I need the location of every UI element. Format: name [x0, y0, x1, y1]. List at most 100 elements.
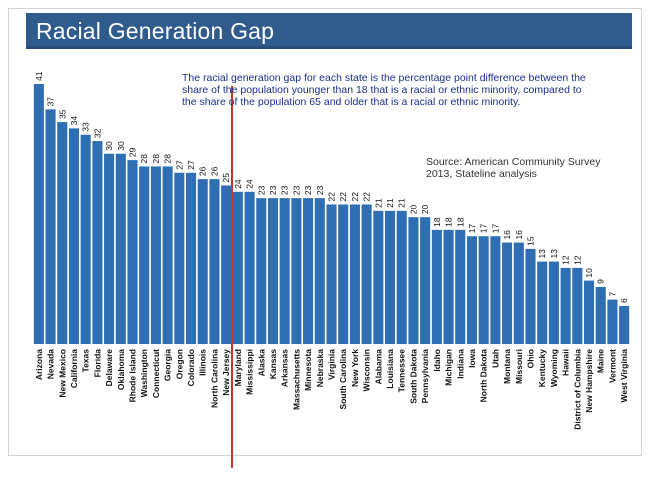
- bar-montana: [502, 242, 513, 344]
- source-note: Source: American Community Survey 2013, …: [426, 156, 626, 180]
- value-label: 28: [139, 154, 149, 164]
- value-label: 22: [327, 192, 337, 202]
- value-label: 24: [245, 179, 255, 189]
- bar-wyoming: [548, 261, 559, 344]
- category-label: Michigan: [444, 349, 454, 386]
- value-label: 35: [57, 109, 67, 119]
- category-label: Arizona: [34, 349, 44, 380]
- bar-washington: [139, 166, 150, 344]
- value-label: 17: [490, 223, 500, 233]
- category-label: Arkansas: [280, 349, 290, 388]
- value-label: 41: [34, 71, 44, 81]
- source-line-1: Source: American Community Survey: [426, 156, 601, 168]
- bar-minnesota: [303, 198, 314, 344]
- value-label: 23: [315, 185, 325, 195]
- bar-nevada: [45, 109, 56, 345]
- category-label: Massachusetts: [291, 349, 301, 410]
- value-label: 22: [338, 192, 348, 202]
- bar-california: [68, 128, 80, 344]
- category-label: Alaska: [256, 349, 266, 377]
- value-label: 30: [104, 141, 114, 151]
- category-label: North Dakota: [479, 349, 489, 403]
- category-label: New Hampshire: [584, 349, 594, 413]
- bar-west-virginia: [619, 305, 630, 344]
- value-label: 17: [479, 223, 489, 233]
- category-label: Iowa: [467, 349, 477, 368]
- value-label: 28: [151, 154, 161, 164]
- bar-ohio: [525, 248, 536, 344]
- category-label: Ohio: [526, 349, 536, 368]
- bar-north-dakota: [478, 236, 489, 344]
- bar-colorado: [186, 172, 197, 344]
- value-label: 30: [116, 141, 126, 151]
- category-label: Colorado: [186, 349, 196, 386]
- bar-connecticut: [150, 166, 161, 344]
- value-label: 29: [128, 147, 138, 157]
- category-label: Washington: [139, 349, 149, 397]
- bar-delaware: [104, 153, 115, 344]
- category-label: Hawaii: [561, 349, 571, 376]
- category-label: South Carolina: [338, 349, 348, 410]
- value-label: 18: [444, 217, 454, 227]
- bar-alabama: [373, 210, 384, 344]
- bar-virginia: [326, 204, 337, 344]
- bar-rhode-island: [127, 160, 138, 344]
- bar-georgia: [162, 166, 173, 344]
- chart-note: The racial generation gap for each state…: [182, 72, 586, 108]
- value-label: 23: [280, 185, 290, 195]
- value-label: 33: [81, 122, 91, 132]
- bar-new-jersey: [221, 185, 232, 344]
- category-label: New York: [350, 349, 360, 387]
- value-label: 24: [233, 179, 243, 189]
- category-label: Maryland: [233, 349, 243, 386]
- value-label: 26: [198, 166, 208, 176]
- value-label: 12: [561, 255, 571, 265]
- category-label: Connecticut: [151, 349, 161, 398]
- bar-kansas: [267, 198, 279, 344]
- value-label: 26: [209, 166, 219, 176]
- bar-indiana: [455, 229, 466, 344]
- category-label: Vermont: [607, 349, 617, 383]
- bar-florida: [92, 141, 103, 344]
- bar-maine: [595, 286, 606, 344]
- value-label: 16: [514, 230, 524, 240]
- bar-iowa: [466, 236, 478, 344]
- header-bar: Racial Generation Gap: [26, 13, 632, 49]
- value-label: 6: [619, 298, 629, 303]
- bar-utah: [490, 236, 501, 344]
- value-label: 22: [362, 192, 372, 202]
- category-label: California: [69, 349, 79, 388]
- value-label: 23: [256, 185, 266, 195]
- category-label: New Mexico: [57, 349, 67, 398]
- bar-oklahoma: [115, 153, 126, 344]
- category-label: Florida: [92, 349, 102, 378]
- value-label: 32: [92, 128, 102, 138]
- category-label: Kansas: [268, 349, 278, 380]
- chart-title: Racial Generation Gap: [36, 18, 275, 44]
- bar-illinois: [197, 179, 208, 344]
- value-label: 23: [291, 185, 301, 195]
- value-label: 23: [268, 185, 278, 195]
- category-label: Nebraska: [315, 349, 325, 388]
- value-label: 21: [373, 198, 383, 208]
- category-label: Illinois: [198, 349, 208, 376]
- bar-new-york: [349, 204, 360, 344]
- category-label: Louisiana: [385, 349, 395, 389]
- bar-arizona: [33, 84, 44, 344]
- value-label: 27: [186, 160, 196, 170]
- category-label: Pennsylvania: [420, 349, 430, 404]
- value-label: 18: [432, 217, 442, 227]
- value-label: 12: [572, 255, 582, 265]
- category-label: Wyoming: [549, 349, 559, 387]
- value-label: 27: [174, 160, 184, 170]
- bar-nebraska: [314, 198, 325, 344]
- category-label: Rhode Island: [128, 349, 138, 402]
- value-label: 20: [420, 204, 430, 214]
- value-label: 20: [408, 204, 418, 214]
- value-label: 34: [69, 116, 79, 126]
- bar-missouri: [513, 242, 524, 344]
- bar-kentucky: [537, 261, 548, 344]
- bar-vermont: [607, 299, 618, 344]
- value-label: 10: [584, 268, 594, 278]
- value-label: 37: [46, 97, 56, 107]
